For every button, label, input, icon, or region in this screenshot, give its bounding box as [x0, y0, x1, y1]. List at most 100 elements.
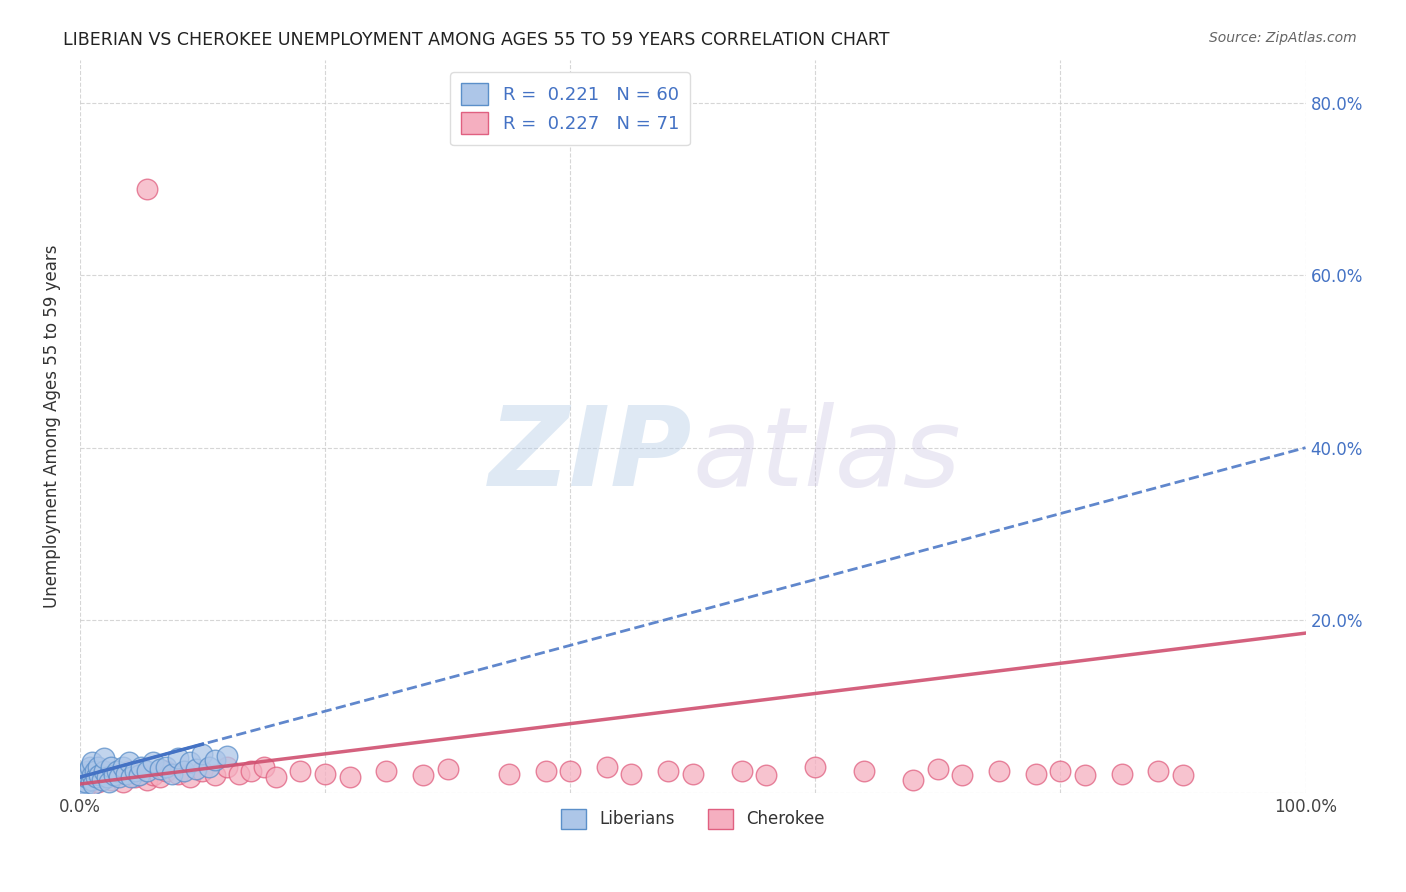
Point [155, 760, 177, 774]
Point [596, 760, 619, 774]
Point [155, 764, 177, 778]
Point [124, 770, 146, 784]
Point [100, 760, 122, 774]
Point [215, 760, 238, 774]
Point [87, 775, 110, 789]
Point [534, 764, 557, 778]
Point [90, 772, 112, 787]
Text: atlas: atlas [693, 402, 962, 509]
Point [82, 756, 104, 770]
Point [167, 766, 190, 780]
Point [93, 764, 115, 778]
Point [69, 786, 91, 800]
Point [136, 772, 159, 787]
Point [69, 779, 91, 793]
Point [69, 786, 91, 800]
Point [120, 770, 142, 784]
Point [77, 764, 100, 778]
Point [73, 775, 96, 789]
Point [755, 768, 778, 782]
Point [186, 762, 208, 776]
Point [204, 753, 226, 767]
Point [142, 756, 165, 770]
Point [988, 764, 1011, 778]
Point [69, 780, 91, 795]
Point [375, 764, 398, 778]
Point [1147, 764, 1170, 778]
Point [264, 770, 287, 784]
Point [240, 764, 263, 778]
Point [204, 768, 226, 782]
Point [620, 766, 643, 780]
Y-axis label: Unemployment Among Ages 55 to 59 years: Unemployment Among Ages 55 to 59 years [44, 244, 60, 607]
Text: LIBERIAN VS CHEROKEE UNEMPLOYMENT AMONG AGES 55 TO 59 YEARS CORRELATION CHART: LIBERIAN VS CHEROKEE UNEMPLOYMENT AMONG … [63, 31, 890, 49]
Point [142, 768, 165, 782]
Point [903, 772, 925, 787]
Point [83, 764, 105, 778]
Point [253, 760, 276, 774]
Point [105, 768, 128, 782]
Text: ZIP: ZIP [489, 402, 693, 509]
Point [69, 786, 91, 800]
Point [98, 775, 121, 789]
Point [69, 782, 91, 797]
Point [69, 777, 91, 791]
Point [148, 770, 170, 784]
Point [1111, 766, 1133, 780]
Point [69, 772, 91, 787]
Point [197, 760, 219, 774]
Point [179, 756, 201, 770]
Point [69, 775, 91, 789]
Point [191, 747, 214, 761]
Point [167, 751, 190, 765]
Point [69, 786, 91, 800]
Point [72, 781, 94, 796]
Point [69, 780, 91, 795]
Point [75, 779, 97, 793]
Point [1074, 768, 1097, 782]
Point [69, 786, 91, 800]
Point [927, 762, 949, 776]
Point [69, 783, 91, 797]
Point [69, 777, 91, 791]
Point [76, 775, 98, 789]
Point [136, 764, 159, 778]
Point [89, 768, 111, 782]
Point [731, 764, 754, 778]
Point [314, 766, 336, 780]
Point [80, 772, 103, 787]
Point [69, 786, 91, 800]
Point [558, 764, 581, 778]
Point [96, 770, 118, 784]
Point [69, 786, 91, 800]
Point [79, 760, 101, 774]
Point [69, 784, 91, 798]
Point [100, 772, 122, 787]
Point [128, 768, 150, 782]
Point [72, 777, 94, 791]
Point [339, 770, 361, 784]
Point [1171, 768, 1194, 782]
Point [111, 775, 134, 789]
Legend: Liberians, Cherokee: Liberians, Cherokee [554, 802, 831, 836]
Point [115, 766, 138, 780]
Point [70, 781, 93, 796]
Point [84, 770, 107, 784]
Point [76, 766, 98, 780]
Point [69, 786, 91, 800]
Text: Source: ZipAtlas.com: Source: ZipAtlas.com [1209, 31, 1357, 45]
Point [69, 786, 91, 800]
Point [436, 762, 458, 776]
Point [853, 764, 876, 778]
Point [191, 764, 214, 778]
Point [804, 760, 827, 774]
Point [105, 764, 128, 778]
Point [111, 760, 134, 774]
Point [173, 764, 195, 778]
Point [87, 760, 110, 774]
Point [290, 764, 312, 778]
Point [179, 770, 201, 784]
Point [69, 786, 91, 800]
Point [69, 784, 91, 798]
Point [72, 772, 94, 787]
